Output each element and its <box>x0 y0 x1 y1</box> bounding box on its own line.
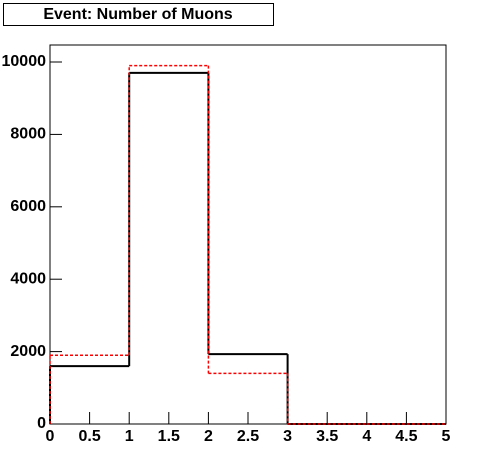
x-tick-label: 3 <box>283 428 292 445</box>
x-tick-label: 2 <box>204 428 213 445</box>
y-tick-label: 2000 <box>10 343 46 360</box>
chart-title: Event: Number of Muons <box>43 6 232 23</box>
x-tick-label: 3.5 <box>316 428 338 445</box>
x-tick-label: 1.5 <box>158 428 180 445</box>
y-tick-label: 8000 <box>10 126 46 143</box>
x-tick-label: 2.5 <box>237 428 259 445</box>
x-tick-label: 0.5 <box>78 428 100 445</box>
y-tick-label: 4000 <box>10 270 46 287</box>
plot-frame <box>49 44 447 425</box>
x-tick-label: 4 <box>362 428 371 445</box>
x-tick-label: 0 <box>46 428 55 445</box>
x-tick-label: 5 <box>442 428 451 445</box>
y-tick-label: 0 <box>37 415 46 432</box>
x-tick-label: 1 <box>125 428 134 445</box>
x-tick-label: 4.5 <box>395 428 417 445</box>
title-box <box>3 3 274 26</box>
y-tick-label: 10000 <box>2 53 47 70</box>
y-tick-label: 6000 <box>10 198 46 215</box>
